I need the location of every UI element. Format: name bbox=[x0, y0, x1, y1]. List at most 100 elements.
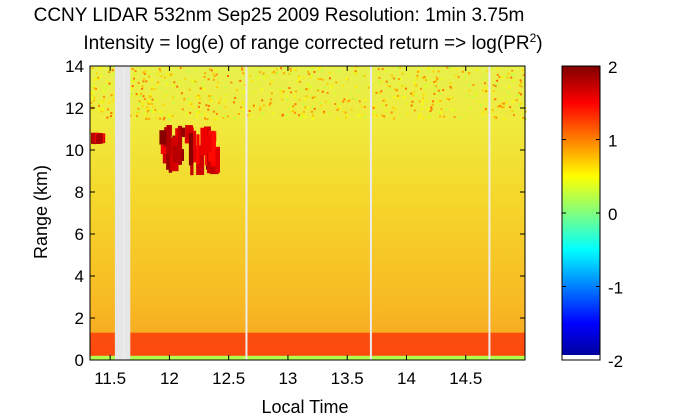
noise-pixel bbox=[271, 71, 274, 74]
noise-pixel bbox=[484, 90, 487, 93]
noise-pixel bbox=[363, 115, 366, 118]
noise-pixel bbox=[429, 110, 432, 112]
noise-pixel bbox=[148, 103, 151, 105]
noise-pixel bbox=[499, 104, 501, 107]
noise-pixel bbox=[321, 69, 323, 72]
noise-pixel bbox=[380, 81, 383, 84]
noise-pixel bbox=[449, 81, 452, 84]
noise-pixel bbox=[112, 72, 115, 75]
noise-pixel bbox=[151, 98, 154, 101]
noise-pixel bbox=[413, 109, 416, 112]
noise-pixel bbox=[112, 99, 115, 102]
x-tick-label: 13.5 bbox=[331, 369, 364, 388]
noise-pixel bbox=[216, 86, 219, 88]
noise-pixel bbox=[192, 105, 195, 108]
noise-pixel bbox=[162, 118, 165, 121]
noise-pixel bbox=[153, 88, 156, 90]
noise-pixel bbox=[172, 84, 175, 87]
noise-pixel bbox=[155, 116, 158, 119]
noise-pixel bbox=[149, 109, 152, 112]
noise-pixel bbox=[497, 105, 500, 108]
noise-pixel bbox=[218, 101, 221, 104]
x-tick-label: 14.5 bbox=[449, 369, 482, 388]
noise-pixel bbox=[472, 83, 475, 86]
noise-pixel bbox=[280, 94, 283, 97]
noise-pixel bbox=[151, 102, 153, 105]
data-gap-line bbox=[123, 66, 126, 360]
colorbar-tick-label: -2 bbox=[608, 352, 623, 371]
noise-pixel bbox=[519, 102, 522, 105]
noise-pixel bbox=[191, 79, 194, 82]
noise-pixel bbox=[148, 95, 151, 98]
noise-pixel bbox=[286, 95, 289, 98]
noise-pixel bbox=[313, 71, 316, 73]
noise-pixel bbox=[474, 91, 477, 94]
noise-pixel bbox=[448, 66, 451, 69]
noise-pixel bbox=[90, 102, 93, 104]
noise-pixel bbox=[141, 105, 144, 108]
noise-pixel bbox=[198, 110, 201, 113]
noise-pixel bbox=[91, 67, 94, 70]
noise-pixel bbox=[377, 80, 380, 83]
noise-pixel bbox=[273, 70, 275, 73]
noise-pixel bbox=[309, 68, 312, 71]
noise-pixel bbox=[516, 94, 519, 97]
noise-pixel bbox=[248, 110, 251, 112]
noise-pixel bbox=[159, 117, 162, 120]
noise-pixel bbox=[98, 100, 101, 103]
noise-pixel bbox=[147, 108, 150, 110]
noise-pixel bbox=[386, 84, 389, 87]
noise-pixel bbox=[446, 66, 449, 69]
noise-pixel bbox=[319, 66, 322, 69]
noise-pixel bbox=[135, 117, 138, 120]
noise-pixel bbox=[94, 77, 97, 80]
noise-pixel bbox=[212, 72, 215, 75]
noise-pixel bbox=[407, 74, 410, 77]
noise-pixel bbox=[328, 101, 330, 104]
noise-pixel bbox=[350, 108, 353, 111]
noise-pixel bbox=[249, 74, 252, 77]
noise-pixel bbox=[108, 101, 111, 104]
noise-pixel bbox=[270, 98, 273, 101]
noise-pixel bbox=[163, 116, 166, 119]
noise-pixel bbox=[507, 95, 510, 98]
noise-pixel bbox=[501, 102, 504, 105]
noise-pixel bbox=[479, 104, 482, 107]
subtitle-prefix: Intensity = log(e) of range corrected re… bbox=[83, 33, 529, 54]
noise-pixel bbox=[237, 113, 240, 115]
noise-pixel bbox=[433, 92, 436, 95]
noise-pixel bbox=[311, 74, 313, 77]
noise-pixel bbox=[520, 83, 523, 86]
noise-pixel bbox=[484, 76, 487, 79]
noise-pixel bbox=[411, 100, 414, 103]
noise-pixel bbox=[299, 118, 302, 120]
noise-pixel bbox=[259, 106, 262, 109]
noise-pixel bbox=[154, 108, 157, 111]
noise-pixel bbox=[495, 116, 498, 119]
noise-pixel bbox=[151, 88, 153, 91]
noise-pixel bbox=[302, 115, 305, 118]
noise-pixel bbox=[511, 100, 514, 103]
noise-pixel bbox=[317, 89, 320, 92]
noise-pixel bbox=[215, 117, 218, 120]
noise-pixel bbox=[111, 69, 114, 72]
noise-pixel bbox=[338, 106, 341, 109]
noise-pixel bbox=[101, 108, 104, 111]
noise-pixel bbox=[101, 107, 104, 110]
noise-pixel bbox=[319, 102, 322, 104]
noise-pixel bbox=[160, 75, 163, 78]
noise-pixel bbox=[416, 74, 419, 77]
noise-pixel bbox=[313, 107, 316, 110]
noise-pixel bbox=[292, 110, 295, 113]
noise-pixel bbox=[145, 117, 148, 120]
noise-pixel bbox=[325, 100, 327, 103]
noise-pixel bbox=[311, 110, 313, 113]
noise-pixel bbox=[300, 115, 303, 117]
noise-pixel bbox=[198, 102, 201, 105]
noise-pixel bbox=[355, 98, 358, 101]
subtitle-superscript: 2 bbox=[530, 31, 537, 45]
cloud-cell bbox=[208, 130, 215, 162]
noise-pixel bbox=[380, 90, 383, 93]
noise-pixel bbox=[424, 83, 427, 86]
noise-pixel bbox=[290, 73, 293, 76]
